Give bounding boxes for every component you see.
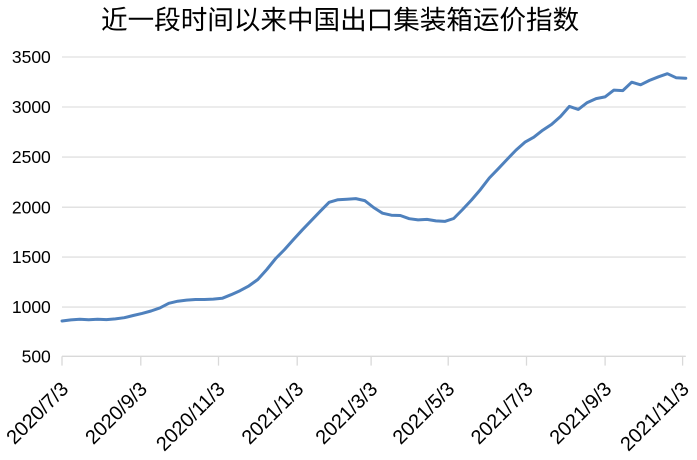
- svg-text:2500: 2500: [12, 147, 51, 167]
- svg-text:2020/9/3: 2020/9/3: [81, 378, 152, 449]
- svg-text:500: 500: [22, 346, 51, 366]
- svg-text:1000: 1000: [12, 297, 51, 317]
- svg-text:2021/1/3: 2021/1/3: [238, 378, 309, 449]
- svg-text:3500: 3500: [12, 47, 51, 67]
- svg-text:2021/5/3: 2021/5/3: [389, 378, 460, 449]
- svg-text:2020/7/3: 2020/7/3: [3, 378, 74, 449]
- svg-text:2021/11/3: 2021/11/3: [616, 378, 693, 455]
- svg-text:2021/9/3: 2021/9/3: [546, 378, 617, 449]
- svg-text:2021/3/3: 2021/3/3: [312, 378, 383, 449]
- svg-text:2020/11/3: 2020/11/3: [152, 378, 229, 455]
- svg-text:2021/7/3: 2021/7/3: [467, 378, 538, 449]
- svg-text:3000: 3000: [12, 97, 51, 117]
- svg-text:2000: 2000: [12, 197, 51, 217]
- svg-text:1500: 1500: [12, 247, 51, 267]
